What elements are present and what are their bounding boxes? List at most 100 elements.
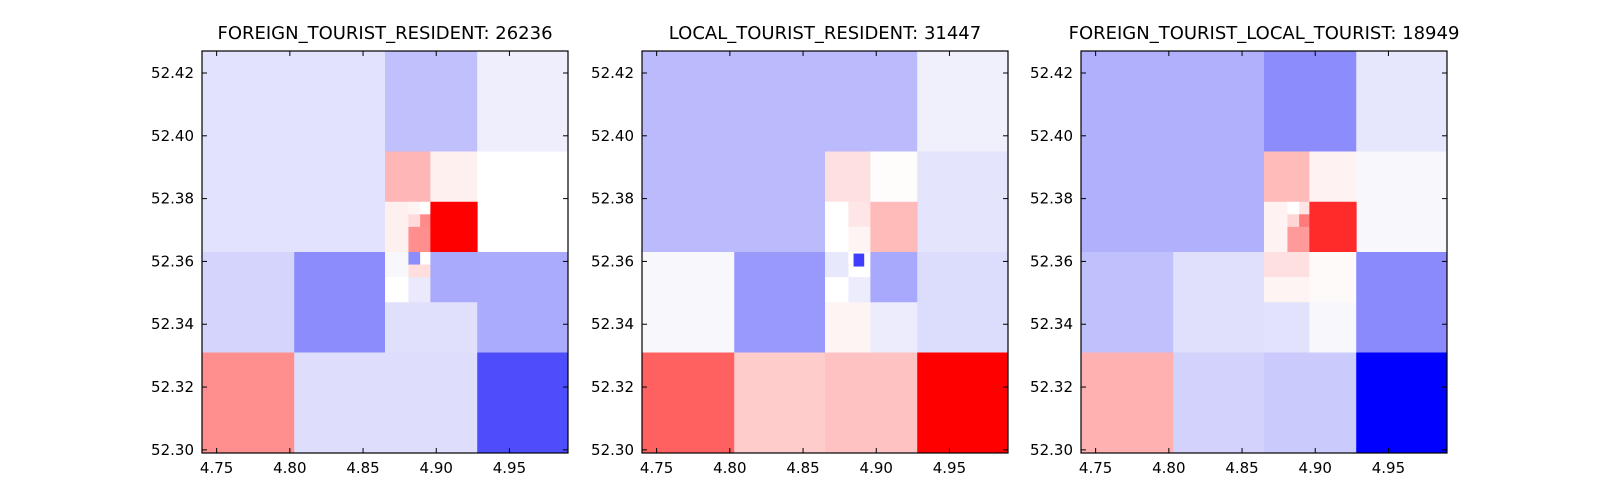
heatmap-cell	[1264, 252, 1310, 278]
heatmap-cell	[870, 201, 918, 253]
heatmap-cell	[1309, 302, 1357, 353]
heatmap-cell	[1081, 252, 1174, 353]
heatmap-cell	[1299, 214, 1310, 228]
y-tick-label: 52.42	[1030, 64, 1073, 82]
heatmap-cell	[477, 352, 569, 454]
y-tick-label: 52.42	[591, 64, 634, 82]
heatmap-cell	[1173, 252, 1265, 353]
heatmap-cell	[385, 51, 478, 152]
heatmap-cell	[825, 201, 849, 228]
x-tick-label: 4.85	[786, 459, 819, 477]
y-tick-label: 52.42	[151, 64, 194, 82]
chart-title: LOCAL_TOURIST_RESIDENT: 31447	[668, 23, 982, 44]
y-tick-label: 52.40	[1030, 127, 1073, 145]
heatmap-cell	[385, 252, 409, 278]
heatmap-cell	[853, 253, 865, 267]
heatmap-cell	[430, 252, 478, 303]
x-tick-label: 4.90	[860, 459, 893, 477]
y-tick-label: 52.30	[151, 441, 194, 459]
heatmap-cell	[848, 226, 871, 253]
plot-frame	[201, 50, 569, 454]
heatmap-cell	[870, 302, 918, 353]
heatmap-cell	[825, 352, 918, 454]
heatmap-cell	[1264, 302, 1310, 353]
heatmap-cell	[477, 51, 569, 152]
heatmap-cell	[917, 51, 1009, 152]
heatmap-cell	[642, 252, 735, 353]
heatmap-cell	[1287, 214, 1300, 228]
heatmap-cell	[408, 226, 431, 253]
heatmap-cell	[294, 352, 478, 454]
heatmap-cell	[1264, 201, 1288, 253]
x-tick-label: 4.80	[1152, 459, 1185, 477]
heatmap-cell	[202, 352, 295, 454]
heatmap-cell	[202, 51, 386, 253]
heatmap-cell	[1356, 151, 1448, 253]
heatmap-cell	[825, 226, 849, 253]
heatmap-cell	[1309, 201, 1357, 253]
heatmap-cell	[1356, 352, 1448, 454]
heatmap-cell	[430, 201, 478, 253]
heatmap-cell	[1264, 352, 1357, 454]
x-tick-label: 4.75	[200, 459, 233, 477]
heatmap-cell	[385, 302, 478, 353]
heatmap-cell	[1309, 151, 1357, 203]
chart-title: FOREIGN_TOURIST_RESIDENT: 26236	[217, 23, 553, 44]
heatmap-cell	[408, 277, 431, 303]
heatmap-cell	[917, 252, 1009, 353]
plot-frame	[1080, 50, 1448, 454]
x-tick-label: 4.85	[346, 459, 379, 477]
x-tick-label: 4.90	[420, 459, 453, 477]
heatmap-cell	[1081, 51, 1265, 253]
heatmap-cell	[408, 264, 431, 278]
heatmap-cell	[825, 277, 849, 303]
y-tick-label: 52.40	[151, 127, 194, 145]
y-tick-label: 52.32	[1030, 378, 1073, 396]
y-tick-label: 52.34	[151, 315, 194, 333]
heatmap-cell	[420, 201, 431, 215]
heatmap-cell	[385, 151, 431, 203]
heatmap-cell	[1356, 51, 1448, 152]
heatmap-cell	[1264, 277, 1310, 303]
heatmap-cell	[294, 252, 386, 353]
heatmap-cell	[408, 252, 421, 265]
heatmap-cell	[408, 214, 421, 228]
heatmap-cell	[408, 201, 421, 215]
x-tick-label: 4.75	[1079, 459, 1112, 477]
x-tick-label: 4.95	[933, 459, 966, 477]
y-tick-label: 52.32	[151, 378, 194, 396]
y-tick-label: 52.30	[1030, 441, 1073, 459]
heatmap-cell	[734, 252, 826, 353]
x-tick-label: 4.75	[640, 459, 673, 477]
heatmap-cell	[1309, 252, 1357, 303]
y-tick-label: 52.38	[591, 190, 634, 208]
y-tick-label: 52.30	[591, 441, 634, 459]
y-tick-label: 52.36	[591, 252, 634, 270]
heatmap-cell	[1264, 151, 1310, 203]
heatmap-cell	[420, 252, 431, 265]
x-tick-label: 4.85	[1225, 459, 1258, 477]
heatmap-cell	[477, 252, 569, 353]
heatmap-cell	[642, 352, 735, 454]
x-tick-label: 4.80	[713, 459, 746, 477]
heatmap-cell	[385, 277, 409, 303]
heatmap-cell	[642, 151, 826, 253]
heatmap-cell	[848, 201, 871, 228]
x-tick-label: 4.80	[273, 459, 306, 477]
y-tick-label: 52.32	[591, 378, 634, 396]
heatmap-cell	[825, 302, 871, 353]
heatmap-cell	[420, 214, 431, 228]
y-tick-label: 52.40	[591, 127, 634, 145]
y-tick-label: 52.38	[151, 190, 194, 208]
x-tick-label: 4.90	[1299, 459, 1332, 477]
heatmap-cell	[1287, 201, 1300, 215]
heatmap-cell	[477, 151, 569, 253]
heatmap-cell	[385, 201, 409, 253]
heatmap-cell	[734, 352, 826, 454]
y-tick-label: 52.36	[1030, 252, 1073, 270]
heatmap-cell	[1264, 51, 1357, 152]
heatmap-cell	[1287, 226, 1310, 253]
